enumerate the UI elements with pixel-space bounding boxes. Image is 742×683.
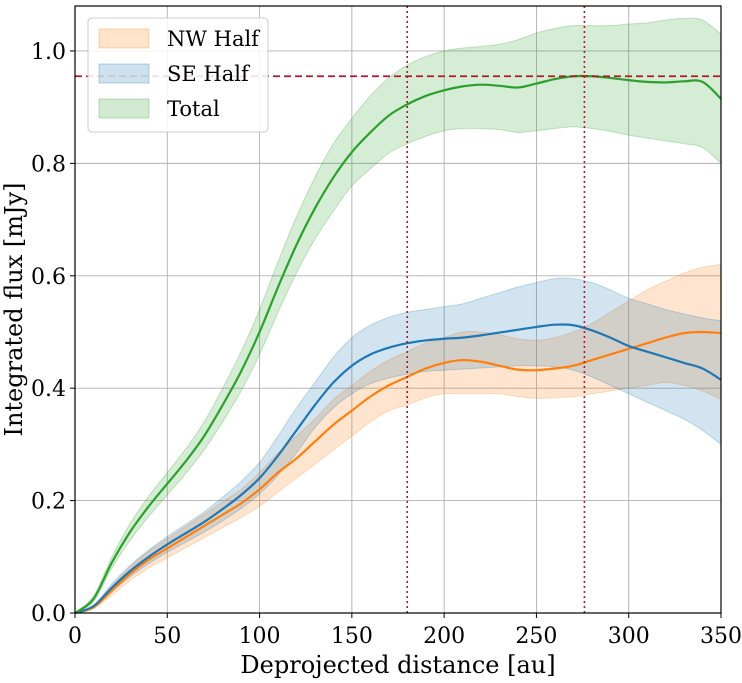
y-tick-label: 0.6 bbox=[31, 265, 66, 290]
legend-label-total: Total bbox=[167, 97, 220, 121]
x-tick-label: 150 bbox=[331, 624, 373, 649]
legend-swatch-nw-half bbox=[98, 28, 150, 49]
x-tick-label: 350 bbox=[700, 624, 742, 649]
legend-swatch-total bbox=[98, 98, 150, 119]
series-line-total bbox=[74, 74, 722, 614]
plot-frame bbox=[74, 5, 722, 614]
y-tick-label: 1.0 bbox=[31, 40, 66, 65]
y-tick-label: 0.4 bbox=[31, 377, 66, 402]
legend-swatch-se-half bbox=[98, 63, 150, 84]
grid bbox=[74, 6, 722, 614]
x-tick-label: 200 bbox=[423, 624, 465, 649]
y-tick-label: 0.0 bbox=[31, 602, 66, 627]
x-axis-label: Deprojected distance [au] bbox=[240, 651, 555, 679]
band-se-half bbox=[74, 277, 722, 614]
y-axis-label: Integrated flux [mJy] bbox=[0, 182, 28, 436]
legend: NW Half SE Half Total bbox=[87, 17, 269, 133]
x-tick-label: 100 bbox=[239, 624, 281, 649]
series-line-se-half bbox=[74, 323, 722, 615]
x-tick-label: 300 bbox=[608, 624, 650, 649]
x-tick-label: 50 bbox=[153, 624, 181, 649]
axis-ticks: 0 50 100 150 200 250 300 350 0.0 0.2 0.4 0.6 0.8 1.0 bbox=[31, 40, 742, 649]
reference-lines bbox=[75, 6, 721, 613]
series-lines bbox=[74, 74, 722, 615]
y-tick-label: 0.8 bbox=[31, 152, 66, 177]
y-tick-label: 0.2 bbox=[31, 490, 66, 515]
x-tick-label: 250 bbox=[515, 624, 557, 649]
legend-label-nw-half: NW Half bbox=[167, 27, 261, 51]
series-line-nw-half bbox=[74, 330, 722, 615]
legend-label-se-half: SE Half bbox=[167, 62, 251, 86]
x-tick-label: 0 bbox=[68, 624, 82, 649]
legend-box bbox=[87, 17, 269, 133]
